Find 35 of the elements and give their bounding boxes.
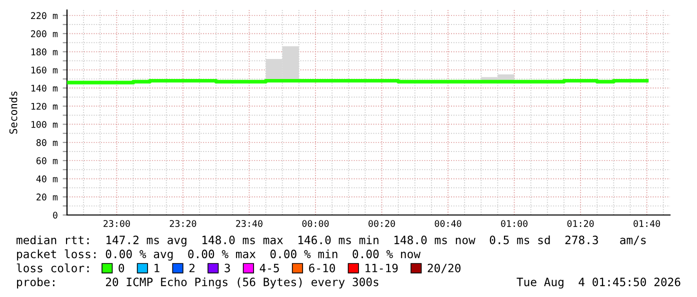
x-tick-label: 00:40: [434, 220, 462, 228]
legend-label: 20/20: [428, 264, 460, 274]
text: Tue Aug 4 01:45:50 2026: [516, 278, 680, 289]
y-tick-label: 140 m: [31, 84, 58, 92]
x-tick-label: 23:00: [104, 220, 130, 228]
x-tick-label: 23:20: [170, 220, 196, 228]
y-tick-label: 220 m: [31, 12, 58, 20]
y-tick-label: 120 m: [31, 102, 58, 110]
x-tick-label: 00:00: [302, 220, 329, 228]
y-tick-label: 20 m: [36, 194, 58, 200]
y-tick-label: 80 m: [36, 139, 58, 146]
legend-label: 3: [224, 264, 230, 272]
y-tick-label: 60 m: [36, 157, 58, 164]
legend-label: 11-19: [366, 264, 398, 272]
x-tick-label: 00:20: [368, 220, 395, 228]
legend-label: 6-10: [309, 264, 335, 272]
y-tick-label: 180 m: [31, 48, 58, 56]
text: probe: 20 ICMP Echo Pings (56 Bytes) every 300s: [17, 277, 378, 289]
y-tick-label: 200 m: [31, 30, 58, 38]
legend-label: 0: [118, 264, 124, 272]
legend-title: loss color:: [16, 263, 89, 272]
y-tick-label: 100 m: [31, 120, 58, 128]
legend-label: 2: [189, 264, 194, 272]
y-tick-label: 40 m: [36, 175, 58, 182]
legend-label: 1: [154, 264, 160, 272]
y-tick-label: 160 m: [31, 66, 58, 74]
y-tick-label: 0: [53, 212, 58, 219]
text: median rtt: 147.2 ms avg 148.0 ms max 146.0 ms min 148.0 ms now 0.5 ms sd 278.3 am/s: [16, 235, 646, 247]
y-axis-title: Seconds: [9, 92, 18, 134]
text: packet loss: 0.00 % avg 0.00 % max 0.00 % min 0.00 % now: [17, 249, 421, 261]
x-tick-label: 23:40: [236, 220, 262, 228]
x-tick-label: 01:40: [634, 220, 660, 228]
legend-label: 4-5: [260, 264, 279, 272]
x-tick-label: 01:00: [501, 220, 528, 228]
x-tick-label: 01:20: [567, 220, 594, 228]
